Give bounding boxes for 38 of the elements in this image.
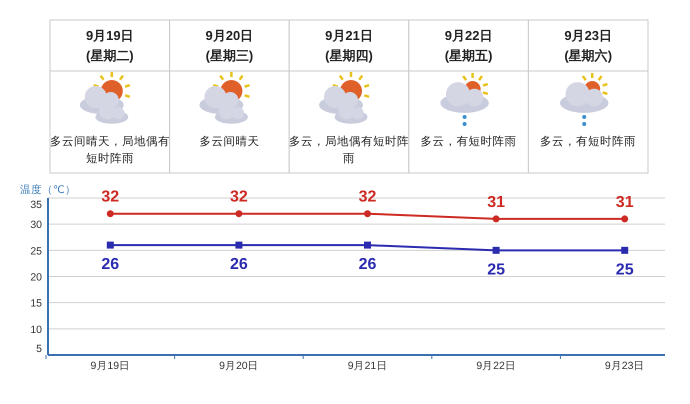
data-label: 32 — [358, 188, 376, 206]
category-label: 9月20日 — [206, 28, 254, 43]
x-tick-label: 9月20日 — [219, 360, 259, 372]
data-label: 25 — [487, 261, 506, 278]
category-label: 9月21日 — [325, 28, 373, 43]
y-tick-label: 20 — [30, 272, 42, 284]
data-label: 26 — [358, 256, 376, 274]
category-label: 9月22日 — [444, 28, 492, 43]
data-label: 31 — [616, 194, 634, 211]
x-tick-label: 9月23日 — [604, 360, 644, 372]
data-label: 31 — [487, 194, 506, 211]
text: (星期五) — [444, 48, 492, 63]
text: 多云间晴天，局地偶有短时阵雨 — [50, 135, 170, 165]
y-axis-title: 温度（℃） — [20, 183, 76, 196]
text: 多云，有短时阵雨 — [540, 135, 636, 148]
text: (星期二) — [86, 48, 134, 63]
y-tick-label: 30 — [30, 219, 42, 232]
y-tick-label: 10 — [30, 324, 42, 336]
y-tick-label: 35 — [30, 199, 42, 211]
data-label: 25 — [616, 261, 634, 278]
text: 多云，局地偶有短时阵雨 — [289, 135, 409, 165]
data-label: 26 — [230, 256, 248, 274]
category-label: 9月19日 — [86, 28, 134, 43]
category-label: 9月23日 — [564, 28, 612, 43]
text: (星期六) — [564, 48, 612, 63]
x-tick-label: 9月21日 — [348, 360, 388, 372]
x-tick-label: 9月22日 — [476, 360, 516, 372]
y-tick-label: 15 — [30, 298, 42, 310]
data-label: 26 — [101, 256, 120, 274]
text: (星期三) — [206, 48, 254, 63]
text: 多云，有短时阵雨 — [420, 135, 517, 148]
data-label: 32 — [101, 188, 120, 206]
text: 多云间晴天 — [199, 135, 260, 148]
y-tick-label: 25 — [30, 245, 42, 258]
x-tick-label: 9月19日 — [90, 360, 130, 372]
text: (星期四) — [325, 48, 373, 63]
data-label: 32 — [230, 188, 248, 206]
y-tick-label: 5 — [36, 343, 42, 355]
